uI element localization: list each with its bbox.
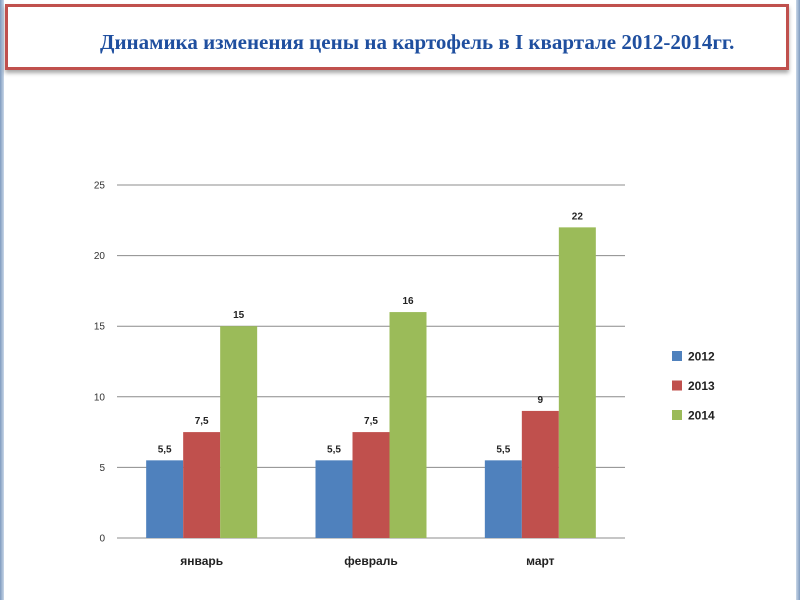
data-label: 5,5: [158, 444, 172, 455]
x-category-label: февраль: [344, 554, 397, 568]
x-category-label: январь: [180, 554, 223, 568]
bar-2014-январь: [220, 326, 258, 538]
bar-2013-февраль: [352, 432, 390, 538]
bar-2012-февраль: [315, 460, 353, 538]
legend-swatch-2014: [672, 410, 682, 420]
title-box: Динамика изменения цены на картофель в I…: [5, 4, 789, 70]
data-label: 15: [233, 310, 245, 321]
data-label: 16: [402, 296, 414, 307]
y-tick-label: 25: [94, 181, 106, 192]
legend-label: 2014: [688, 409, 715, 423]
y-tick-label: 0: [99, 534, 105, 545]
slide-left-border: [0, 0, 4, 600]
legend-swatch-2013: [672, 380, 682, 391]
page-title: Динамика изменения цены на картофель в I…: [100, 30, 735, 54]
slide-right-border: [796, 0, 800, 600]
y-tick-label: 15: [94, 322, 106, 333]
bar-2014-март: [558, 227, 596, 539]
data-label: 5,5: [496, 444, 510, 455]
y-tick-label: 5: [99, 463, 105, 474]
legend-label: 2012: [688, 350, 715, 364]
y-tick-label: 20: [94, 251, 106, 262]
data-label: 7,5: [364, 416, 378, 427]
bar-2012-март: [484, 460, 522, 538]
legend-label: 2013: [688, 379, 715, 393]
data-label: 7,5: [195, 416, 209, 427]
data-label: 9: [538, 395, 544, 406]
x-category-label: март: [526, 554, 555, 568]
bar-2013-март: [521, 410, 559, 538]
bar-2014-февраль: [389, 312, 427, 538]
bar-2013-январь: [183, 432, 221, 538]
data-label: 22: [572, 211, 584, 222]
y-tick-label: 10: [94, 392, 106, 403]
data-label: 5,5: [327, 444, 341, 455]
legend-swatch-2012: [672, 351, 682, 361]
bar-2012-январь: [146, 460, 184, 538]
